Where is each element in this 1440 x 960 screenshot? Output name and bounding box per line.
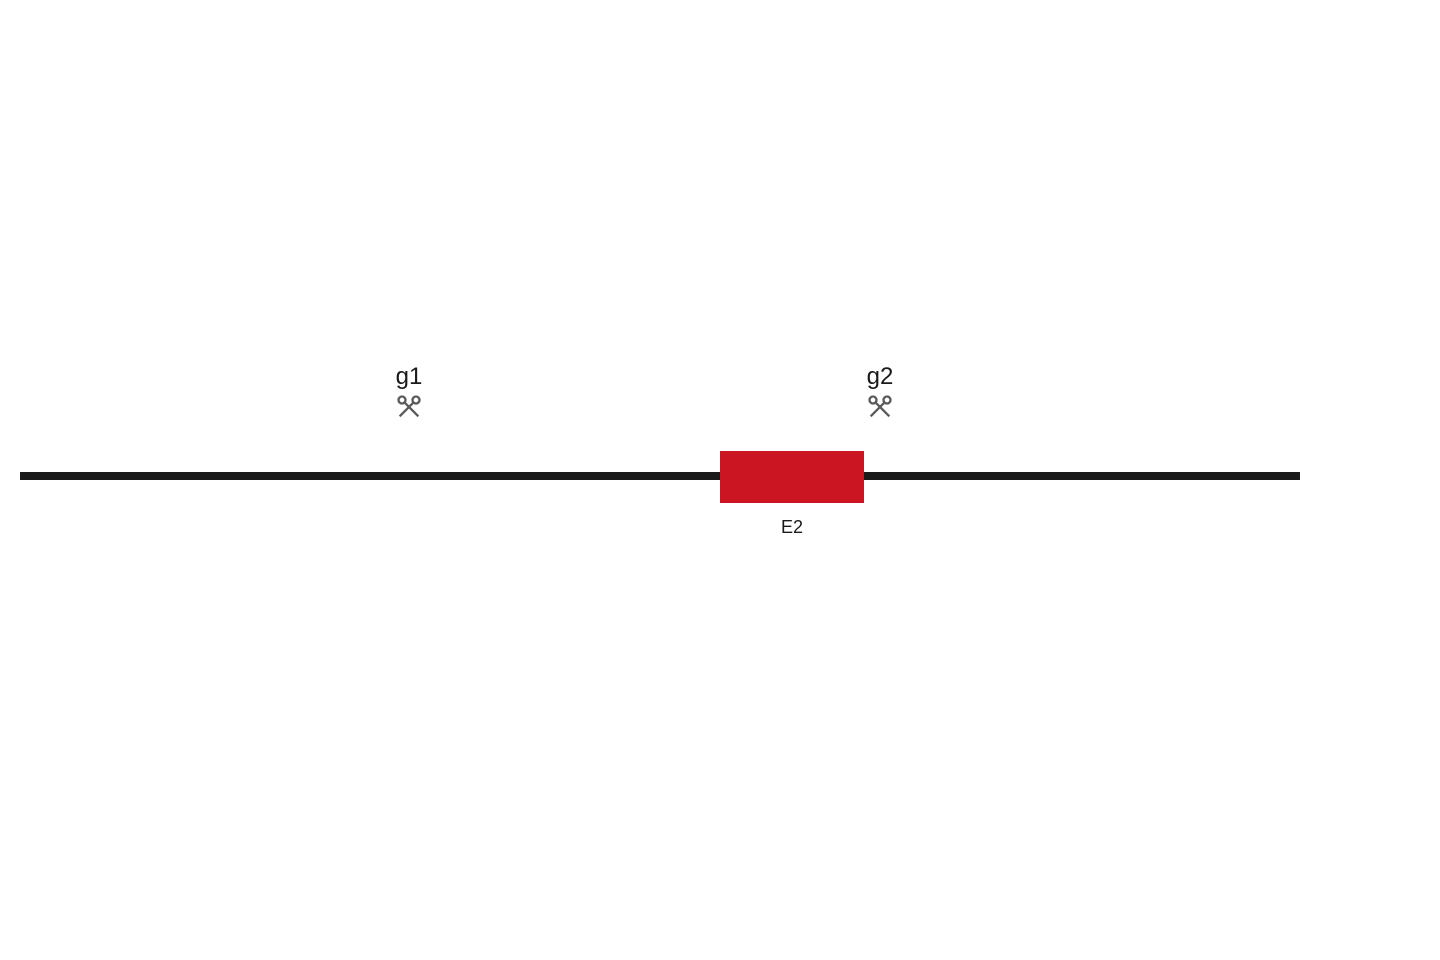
exon-box (720, 451, 864, 503)
scissors-icon (866, 393, 894, 421)
scissors-icon (395, 393, 423, 421)
cut-site-g1: g1 (395, 363, 423, 421)
exon-label: E2 (720, 517, 864, 538)
gene-diagram: E2 g1 g2 (0, 0, 1440, 960)
cut-site-g2-label: g2 (867, 363, 894, 391)
cut-site-g2: g2 (866, 363, 894, 421)
gene-line-left (20, 472, 720, 480)
cut-site-g1-label: g1 (396, 363, 423, 391)
gene-line-right (864, 472, 1300, 480)
